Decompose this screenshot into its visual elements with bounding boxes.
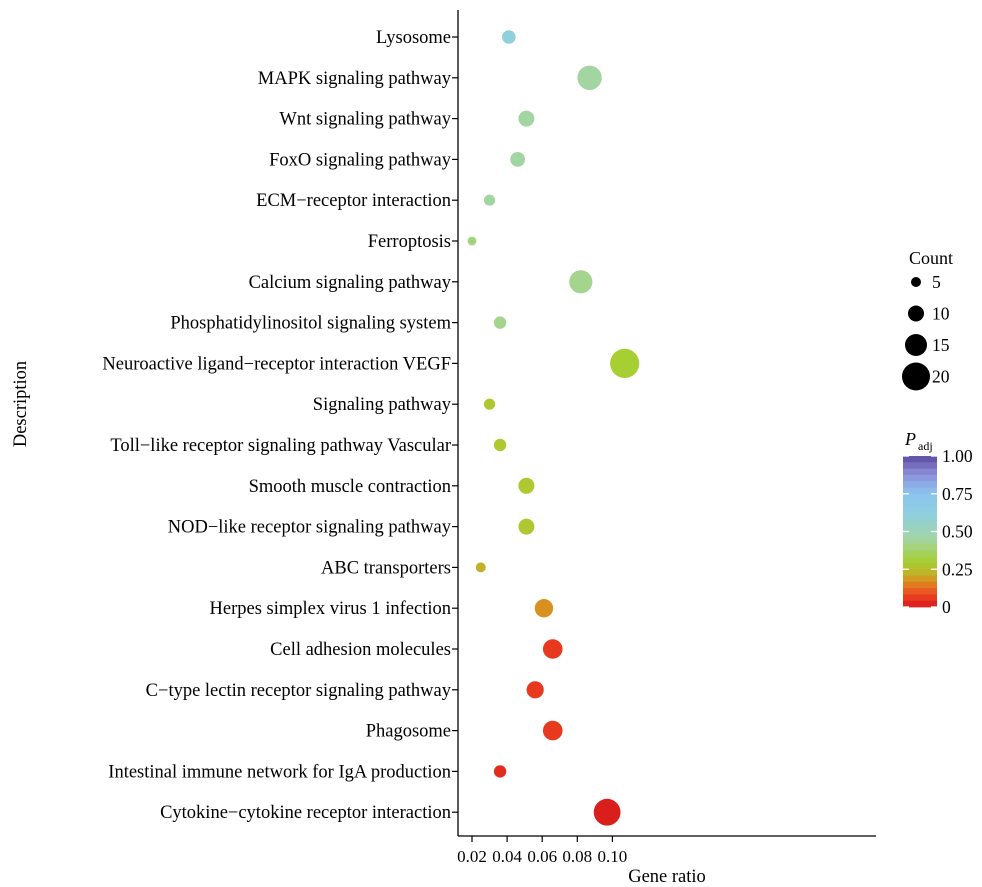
- colorbar-band: [903, 550, 937, 558]
- data-point: [467, 236, 477, 246]
- padj-legend: P adj 0 0.25 0.50 0.75 1.00: [903, 429, 973, 617]
- colorbar-band: [903, 594, 937, 602]
- colorbar-band: [903, 537, 937, 545]
- count-legend-label: 10: [932, 304, 950, 324]
- axes: [452, 10, 876, 837]
- x-axis-title: Gene ratio: [628, 867, 706, 887]
- colorbar-band: [903, 512, 937, 520]
- category-label: Neuroactive ligand−receptor interaction …: [102, 354, 451, 374]
- data-point: [493, 765, 507, 778]
- category-label: Calcium signaling pathway: [249, 273, 452, 293]
- x-tick-label: 0.08: [562, 847, 592, 866]
- data-point: [534, 599, 554, 618]
- category-label: MAPK signaling pathway: [258, 69, 452, 89]
- colorbar-band: [903, 500, 937, 507]
- colorbar-band: [903, 588, 937, 595]
- data-point: [577, 65, 602, 91]
- data-point: [518, 477, 535, 494]
- category-label: Cell adhesion molecules: [270, 640, 451, 660]
- colorbar-band: [903, 525, 937, 532]
- category-label: Lysosome: [376, 28, 451, 48]
- category-label: Smooth muscle contraction: [249, 477, 451, 497]
- category-label: Intestinal immune network for IgA produc…: [108, 762, 451, 782]
- data-point: [493, 438, 507, 452]
- count-legend-dot: [911, 277, 921, 287]
- data-point: [475, 562, 486, 573]
- colorbar-band: [903, 493, 937, 501]
- count-legend-label: 15: [932, 335, 950, 355]
- colorbar-band: [903, 468, 937, 476]
- data-points: [467, 30, 640, 826]
- colorbar-tick-label: 1.00: [942, 446, 973, 466]
- count-legend-dot: [902, 362, 930, 391]
- data-point: [518, 110, 535, 127]
- count-legend: Count 5 10 15 20: [902, 248, 953, 391]
- count-legend-title: Count: [909, 248, 953, 268]
- data-point: [542, 639, 563, 659]
- colorbar-band: [903, 474, 937, 482]
- colorbar-band: [903, 518, 937, 526]
- data-point: [493, 316, 507, 329]
- x-tick-label: 0.04: [492, 847, 522, 866]
- colorbar-tick-label: 0.75: [942, 484, 973, 504]
- category-label: FoxO signaling pathway: [269, 150, 452, 170]
- category-label: Signaling pathway: [313, 395, 452, 415]
- x-tick-label: 0.02: [457, 847, 487, 866]
- data-point: [483, 398, 496, 410]
- category-label: C−type lectin receptor signaling pathway: [146, 681, 452, 701]
- category-label: NOD−like receptor signaling pathway: [168, 518, 452, 538]
- colorbar-band: [903, 531, 937, 539]
- colorbar-band: [903, 544, 937, 551]
- category-label: ABC transporters: [321, 558, 451, 578]
- colorbar-band: [903, 506, 937, 514]
- category-label: Phagosome: [366, 722, 451, 742]
- category-label: ECM−receptor interaction: [256, 191, 451, 211]
- padj-legend-title: P: [904, 429, 916, 449]
- data-point: [593, 798, 621, 826]
- count-legend-dot: [905, 334, 927, 356]
- data-point: [526, 681, 544, 699]
- category-label: Ferroptosis: [368, 232, 451, 252]
- colorbar-band: [903, 581, 937, 589]
- colorbar-band: [903, 556, 937, 564]
- category-label: Herpes simplex virus 1 infection: [210, 599, 451, 619]
- colorbar-band: [903, 456, 937, 463]
- colorbar-tick-label: 0.50: [942, 522, 973, 542]
- x-tick-label: 0.06: [527, 847, 557, 866]
- data-point: [610, 348, 640, 378]
- colorbar-band: [903, 481, 937, 488]
- colorbar-band: [903, 487, 937, 495]
- colorbar-band: [903, 569, 937, 576]
- y-axis-title: Description: [11, 361, 31, 447]
- category-label: Phosphatidylinositol signaling system: [170, 314, 451, 334]
- colorbar-tick-label: 0.25: [942, 559, 973, 579]
- count-legend-label: 20: [932, 367, 950, 387]
- colorbar-tick-label: 0: [942, 597, 951, 617]
- x-ticks: 0.02 0.04 0.06 0.08 0.10: [457, 836, 627, 866]
- count-legend-dot: [908, 305, 924, 322]
- data-point: [569, 270, 593, 294]
- colorbar-band: [903, 600, 937, 608]
- category-label: Toll−like receptor signaling pathway Vas…: [110, 436, 451, 456]
- category-label: Wnt signaling pathway: [279, 110, 451, 130]
- data-point: [518, 518, 535, 535]
- colorbar-band: [903, 562, 937, 570]
- padj-legend-subscript: adj: [918, 439, 933, 453]
- count-legend-label: 5: [932, 272, 941, 292]
- x-tick-label: 0.10: [598, 847, 628, 866]
- colorbar-band: [903, 575, 937, 583]
- data-point: [502, 30, 516, 44]
- colorbar-band: [903, 462, 937, 469]
- data-point: [542, 720, 563, 741]
- category-label: Cytokine−cytokine receptor interaction: [160, 803, 451, 823]
- data-point: [483, 194, 496, 206]
- data-point: [510, 152, 526, 167]
- category-labels: Lysosome MAPK signaling pathway Wnt signal…: [102, 28, 451, 823]
